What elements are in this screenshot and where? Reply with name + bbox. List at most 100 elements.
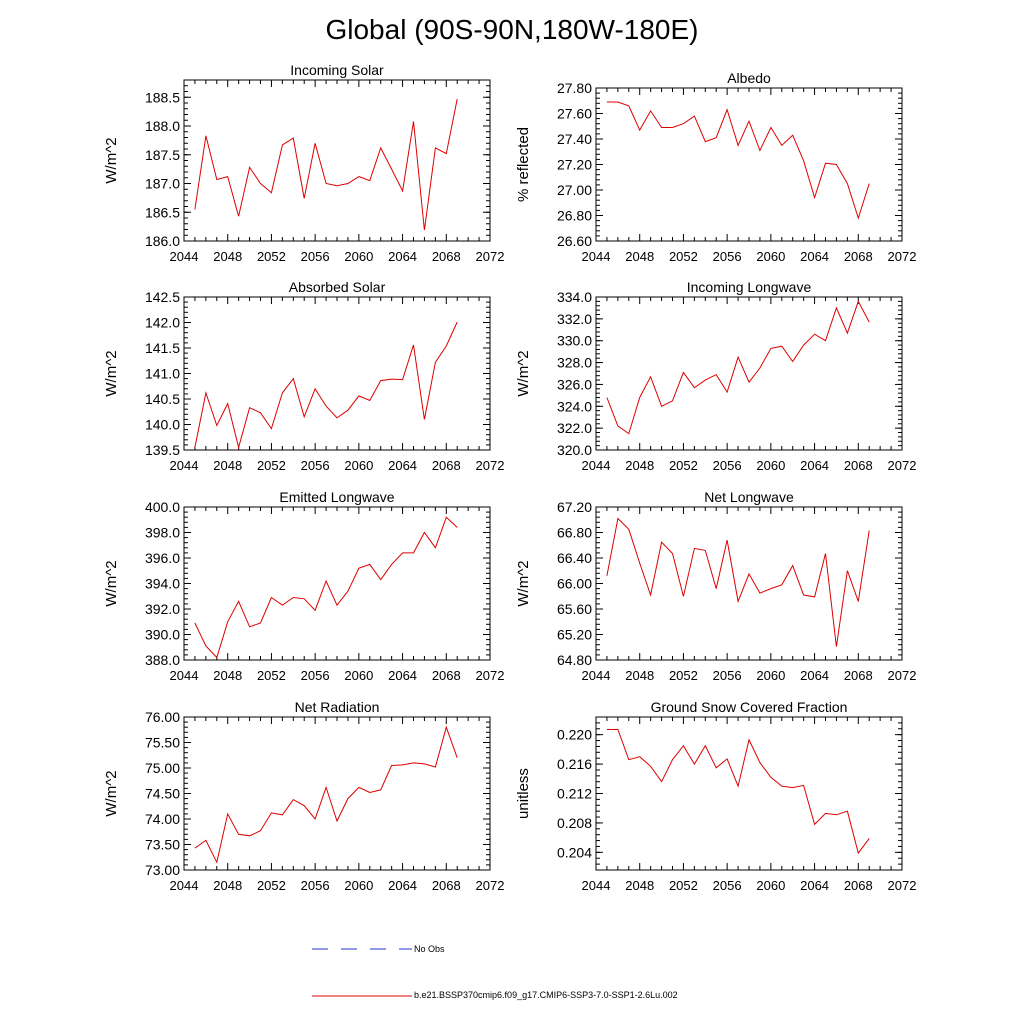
x-tick-label: 2056 bbox=[713, 668, 742, 683]
y-tick-label: 186.0 bbox=[145, 233, 180, 249]
y-tick-label: 392.0 bbox=[145, 601, 180, 617]
y-axis-label: W/m^2 bbox=[515, 350, 532, 396]
y-tick-label: 388.0 bbox=[145, 652, 180, 668]
y-tick-label: 394.0 bbox=[145, 576, 180, 592]
legend-model-label: b.e21.BSSP370cmip6.f09_g17.CMIP6-SSP3-7.… bbox=[414, 990, 678, 1000]
x-tick-label: 2044 bbox=[582, 458, 611, 473]
y-axis-label: W/m^2 bbox=[103, 137, 120, 183]
y-tick-label: 334.0 bbox=[557, 289, 592, 305]
x-tick-label: 2056 bbox=[301, 458, 330, 473]
y-tick-label: 187.5 bbox=[145, 147, 180, 163]
x-tick-label: 2044 bbox=[582, 249, 611, 264]
y-axis-label: % reflected bbox=[515, 127, 532, 202]
y-tick-label: 66.80 bbox=[557, 525, 592, 541]
x-tick-label: 2060 bbox=[344, 668, 373, 683]
x-tick-label: 2060 bbox=[756, 878, 785, 893]
y-tick-label: 140.5 bbox=[145, 391, 180, 407]
x-tick-label: 2064 bbox=[800, 878, 829, 893]
x-tick-label: 2056 bbox=[301, 249, 330, 264]
panel-title: Emitted Longwave bbox=[279, 489, 394, 505]
y-tick-label: 139.5 bbox=[145, 442, 180, 458]
x-tick-label: 2044 bbox=[170, 878, 199, 893]
x-tick-label: 2044 bbox=[582, 668, 611, 683]
x-tick-label: 2060 bbox=[344, 878, 373, 893]
plot-frame bbox=[183, 716, 491, 871]
legend-obs-label: No Obs bbox=[414, 944, 445, 954]
x-tick-label: 2056 bbox=[713, 458, 742, 473]
x-tick-label: 2068 bbox=[844, 458, 873, 473]
y-tick-label: 141.0 bbox=[145, 366, 180, 382]
y-tick-label: 0.212 bbox=[557, 786, 592, 802]
x-tick-label: 2060 bbox=[756, 249, 785, 264]
x-tick-label: 2064 bbox=[388, 458, 417, 473]
y-tick-label: 67.20 bbox=[557, 499, 592, 515]
x-tick-label: 2052 bbox=[257, 249, 286, 264]
x-tick-label: 2064 bbox=[800, 249, 829, 264]
panel-5: Emitted Longwave W/m^2 2044 2048 2052 2056 206… bbox=[103, 489, 504, 683]
series-line-1 bbox=[606, 729, 870, 855]
y-tick-label: 140.0 bbox=[145, 417, 180, 433]
series-line-1 bbox=[194, 725, 458, 864]
x-tick-label: 2068 bbox=[844, 878, 873, 893]
x-tick-label: 2048 bbox=[625, 458, 654, 473]
series-line-1 bbox=[606, 300, 870, 435]
x-tick-label: 2068 bbox=[432, 249, 461, 264]
y-tick-label: 186.5 bbox=[145, 204, 180, 220]
series-line-1 bbox=[194, 516, 458, 659]
y-tick-label: 73.00 bbox=[145, 862, 180, 878]
y-tick-label: 142.5 bbox=[145, 289, 180, 305]
x-tick-label: 2060 bbox=[344, 249, 373, 264]
x-tick-label: 2044 bbox=[582, 878, 611, 893]
x-tick-label: 2052 bbox=[257, 458, 286, 473]
panel-title: Albedo bbox=[727, 70, 771, 86]
x-tick-label: 2072 bbox=[476, 249, 505, 264]
panel-4: Incoming Longwave W/m^2 2044 2048 2052 2056 20… bbox=[515, 279, 916, 473]
x-tick-label: 2064 bbox=[388, 878, 417, 893]
panel-title: Incoming Solar bbox=[290, 62, 384, 78]
x-tick-label: 2048 bbox=[213, 878, 242, 893]
x-tick-label: 2060 bbox=[344, 458, 373, 473]
y-tick-label: 74.50 bbox=[145, 786, 180, 802]
x-tick-label: 2048 bbox=[625, 668, 654, 683]
y-axis-label: W/m^2 bbox=[103, 770, 120, 816]
panel-title: Net Longwave bbox=[704, 489, 794, 505]
plot-frame bbox=[595, 296, 903, 451]
y-tick-label: 66.00 bbox=[557, 576, 592, 592]
y-tick-label: 332.0 bbox=[557, 311, 592, 327]
x-tick-label: 2048 bbox=[213, 668, 242, 683]
y-tick-label: 65.60 bbox=[557, 601, 592, 617]
x-tick-label: 2056 bbox=[713, 249, 742, 264]
y-axis-label: W/m^2 bbox=[515, 560, 532, 606]
x-tick-label: 2072 bbox=[888, 458, 917, 473]
y-axis-label: unitless bbox=[515, 768, 532, 819]
x-tick-label: 2064 bbox=[800, 458, 829, 473]
x-tick-label: 2060 bbox=[756, 668, 785, 683]
x-tick-label: 2068 bbox=[844, 249, 873, 264]
x-tick-label: 2052 bbox=[669, 458, 698, 473]
x-tick-label: 2068 bbox=[432, 458, 461, 473]
plot-frame bbox=[183, 79, 491, 242]
x-tick-label: 2060 bbox=[756, 458, 785, 473]
x-tick-label: 2048 bbox=[213, 458, 242, 473]
plot-frame bbox=[183, 296, 491, 451]
y-tick-label: 65.20 bbox=[557, 627, 592, 643]
y-tick-label: 26.60 bbox=[557, 233, 592, 249]
y-tick-label: 398.0 bbox=[145, 525, 180, 541]
x-tick-label: 2068 bbox=[844, 668, 873, 683]
y-tick-label: 66.40 bbox=[557, 550, 592, 566]
y-tick-label: 320.0 bbox=[557, 442, 592, 458]
plot-frame bbox=[183, 506, 491, 661]
y-tick-label: 326.0 bbox=[557, 376, 592, 392]
panel-title: Incoming Longwave bbox=[687, 279, 812, 295]
plot-frame bbox=[595, 506, 903, 661]
y-tick-label: 73.50 bbox=[145, 837, 180, 853]
x-tick-label: 2056 bbox=[301, 878, 330, 893]
x-tick-label: 2072 bbox=[476, 668, 505, 683]
y-tick-label: 0.220 bbox=[557, 727, 592, 743]
y-tick-label: 27.40 bbox=[557, 131, 592, 147]
y-tick-label: 324.0 bbox=[557, 398, 592, 414]
x-tick-label: 2052 bbox=[669, 878, 698, 893]
x-tick-label: 2072 bbox=[476, 458, 505, 473]
y-tick-label: 26.80 bbox=[557, 208, 592, 224]
